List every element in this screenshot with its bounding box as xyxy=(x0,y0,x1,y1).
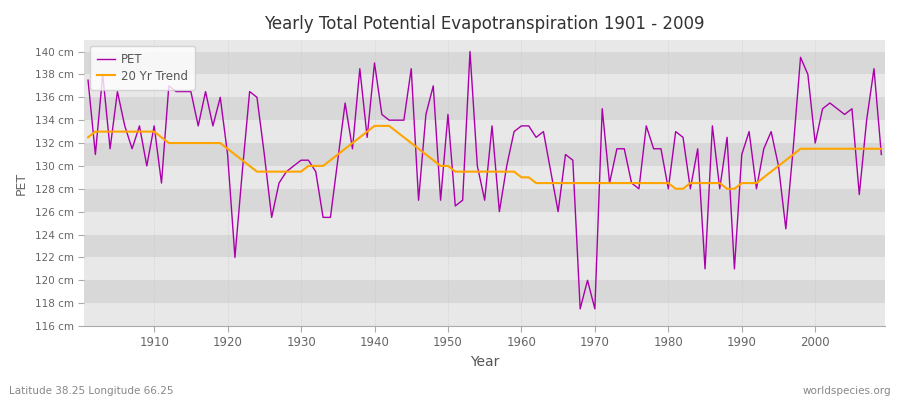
Bar xyxy=(85,52,885,74)
20 Yr Trend xyxy=(670,186,681,191)
PET xyxy=(516,124,526,128)
Y-axis label: PET: PET xyxy=(15,172,28,195)
PET xyxy=(464,49,475,54)
PET xyxy=(575,306,586,311)
PET xyxy=(83,78,94,82)
Bar xyxy=(85,189,885,212)
20 Yr Trend xyxy=(141,129,152,134)
Line: 20 Yr Trend: 20 Yr Trend xyxy=(88,126,881,189)
Title: Yearly Total Potential Evapotranspiration 1901 - 2009: Yearly Total Potential Evapotranspiratio… xyxy=(265,15,705,33)
20 Yr Trend xyxy=(516,175,526,180)
X-axis label: Year: Year xyxy=(470,355,500,369)
Bar xyxy=(85,166,885,189)
20 Yr Trend xyxy=(524,175,535,180)
20 Yr Trend xyxy=(611,181,622,186)
PET xyxy=(347,146,358,151)
20 Yr Trend xyxy=(347,141,358,146)
PET xyxy=(524,124,535,128)
Bar xyxy=(85,212,885,234)
PET xyxy=(141,164,152,168)
Bar xyxy=(85,258,885,280)
Bar xyxy=(85,97,885,120)
PET xyxy=(303,158,314,162)
Bar xyxy=(85,303,885,326)
20 Yr Trend xyxy=(303,164,314,168)
Legend: PET, 20 Yr Trend: PET, 20 Yr Trend xyxy=(90,46,195,90)
20 Yr Trend xyxy=(369,124,380,128)
20 Yr Trend xyxy=(876,146,886,151)
Bar xyxy=(85,143,885,166)
Line: PET: PET xyxy=(88,52,881,309)
20 Yr Trend xyxy=(83,135,94,140)
PET xyxy=(619,146,630,151)
Bar xyxy=(85,234,885,258)
Text: worldspecies.org: worldspecies.org xyxy=(803,386,891,396)
Text: Latitude 38.25 Longitude 66.25: Latitude 38.25 Longitude 66.25 xyxy=(9,386,174,396)
Bar xyxy=(85,280,885,303)
Bar xyxy=(85,120,885,143)
PET xyxy=(876,152,886,157)
Bar xyxy=(85,74,885,97)
